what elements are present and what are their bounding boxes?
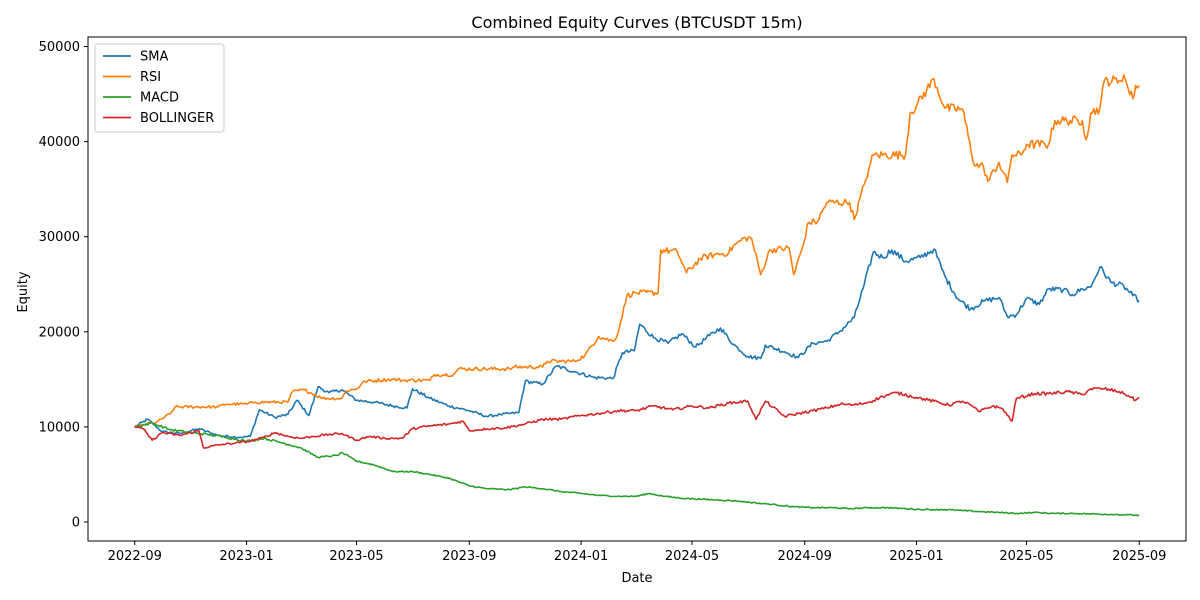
x-axis: 2022-09 2023-01 2023-05 2023-09 2024-01 2024-… (108, 541, 1166, 564)
y-tick-label: 50000 (39, 40, 80, 55)
x-axis-label: Date (621, 571, 652, 586)
x-tick-label: 2023-05 (329, 549, 383, 564)
legend-label-sma: SMA (140, 50, 168, 65)
x-tick-label: 2022-09 (108, 549, 162, 564)
y-tick-label: 0 (72, 515, 80, 530)
x-tick-label: 2024-05 (665, 549, 719, 564)
y-tick-label: 40000 (39, 135, 80, 150)
series-line-rsi (134, 74, 1140, 428)
x-tick-label: 2024-01 (554, 549, 608, 564)
legend-label-macd: MACD (140, 91, 179, 106)
legend-label-bollinger: BOLLINGER (140, 111, 214, 126)
x-tick-label: 2025-05 (999, 549, 1053, 564)
chart-title: Combined Equity Curves (BTCUSDT 15m) (471, 13, 802, 32)
x-tick-label: 2023-09 (442, 549, 496, 564)
x-tick-label: 2023-01 (219, 549, 273, 564)
y-axis: 0 10000 20000 30000 40000 50000 (39, 40, 88, 530)
y-tick-label: 20000 (39, 325, 80, 340)
plot-frame (87, 36, 1187, 542)
y-tick-label: 30000 (39, 230, 80, 245)
legend: SMA RSI MACD BOLLINGER (94, 43, 225, 133)
x-tick-label: 2024-09 (778, 549, 832, 564)
legend-label-rsi: RSI (140, 70, 161, 85)
legend-box (94, 43, 225, 133)
y-axis-label: Equity (16, 271, 31, 312)
series-line-sma (134, 248, 1140, 439)
x-tick-label: 2025-01 (889, 549, 943, 564)
x-tick-label: 2025-09 (1112, 549, 1166, 564)
series-line-macd (134, 421, 1140, 517)
series-line-bollinger (134, 387, 1140, 449)
series-lines (134, 74, 1140, 517)
y-tick-label: 10000 (39, 420, 80, 435)
